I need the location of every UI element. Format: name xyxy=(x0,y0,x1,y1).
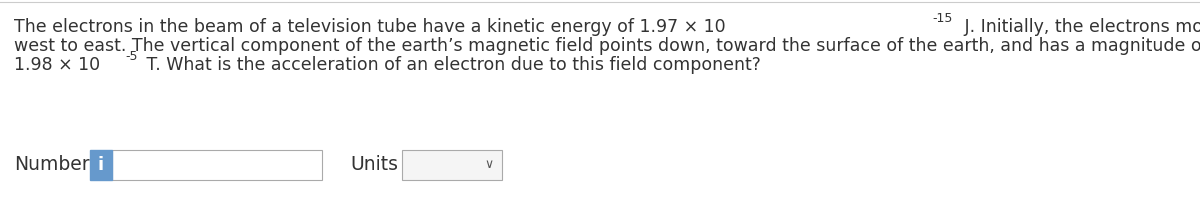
Text: T. What is the acceleration of an electron due to this field component?: T. What is the acceleration of an electr… xyxy=(142,56,761,74)
FancyBboxPatch shape xyxy=(90,150,112,180)
Text: J. Initially, the electrons move horizontally from: J. Initially, the electrons move horizon… xyxy=(959,18,1200,36)
Text: west to east. The vertical component of the earth’s magnetic field points down, : west to east. The vertical component of … xyxy=(14,37,1200,55)
Text: ∨: ∨ xyxy=(485,158,494,171)
FancyBboxPatch shape xyxy=(112,150,322,180)
Text: The electrons in the beam of a television tube have a kinetic energy of 1.97 × 1: The electrons in the beam of a televisio… xyxy=(14,18,726,36)
Text: Units: Units xyxy=(350,156,398,174)
FancyBboxPatch shape xyxy=(402,150,502,180)
Text: 1.98 × 10: 1.98 × 10 xyxy=(14,56,100,74)
Text: -15: -15 xyxy=(932,12,953,25)
Text: Number: Number xyxy=(14,156,90,174)
Text: i: i xyxy=(98,156,104,174)
Text: -5: -5 xyxy=(125,50,138,63)
